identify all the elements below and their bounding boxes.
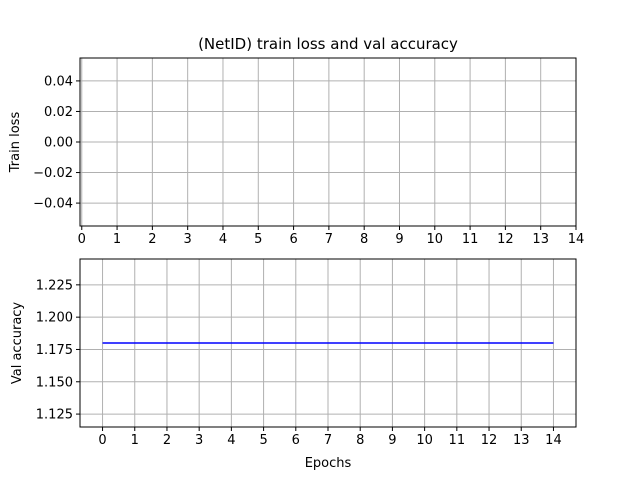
train-loss-x-tick-label: 3 — [184, 232, 192, 247]
train-loss-x-tick-label: 0 — [78, 232, 86, 247]
train-loss-x-tick-label: 1 — [113, 232, 121, 247]
train-loss-x-tick-label: 2 — [148, 232, 156, 247]
train-loss-grid — [80, 58, 577, 226]
train-loss-x-tick-label: 13 — [532, 232, 549, 247]
train-loss-x-tick-label: 8 — [360, 232, 368, 247]
train-loss-y-tick-label: −0.04 — [33, 197, 73, 212]
val-accuracy-y-axis-label: Val accuracy — [10, 302, 25, 385]
val-accuracy-y-tick-label: 1.225 — [36, 278, 73, 293]
val-accuracy-x-tick-label: 1 — [131, 433, 139, 448]
train-loss-x-tick-label: 4 — [219, 232, 227, 247]
train-loss-x-tick-label: 11 — [462, 232, 479, 247]
val-accuracy-y-tick-label: 1.150 — [36, 375, 73, 390]
val-accuracy-panel: 0 1 2 3 4 5 6 7 8 9 10 11 12 13 14 1.1251.1501.1751.20… — [10, 258, 577, 471]
val-accuracy-x-tick-label: 0 — [98, 433, 106, 448]
val-accuracy-x-tick-label: 6 — [292, 433, 300, 448]
train-loss-x-tick-label: 14 — [568, 232, 585, 247]
train-loss-x-tick-label: 10 — [427, 232, 444, 247]
val-accuracy-x-tick-label: 2 — [163, 433, 171, 448]
val-accuracy-x-tick-label: 11 — [449, 433, 466, 448]
train-loss-x-axis: 0 1 2 3 4 5 6 7 8 9 10 11 12 13 14 — [78, 226, 585, 247]
train-loss-x-tick-label: 12 — [497, 232, 514, 247]
train-loss-x-tick-label: 5 — [254, 232, 262, 247]
val-accuracy-x-tick-label: 8 — [356, 433, 364, 448]
val-accuracy-x-axis-label: Epochs — [305, 456, 352, 471]
val-accuracy-y-tick-label: 1.200 — [36, 311, 73, 326]
val-accuracy-x-axis: 0 1 2 3 4 5 6 7 8 9 10 11 12 13 14 — [98, 427, 562, 448]
train-loss-x-tick-label: 9 — [395, 232, 403, 247]
train-loss-y-tick-label: 0.02 — [44, 105, 73, 120]
train-loss-y-axis: −0.04 −0.02 0.00 0.02 0.04 — [33, 74, 80, 212]
train-loss-y-axis-label: Train loss — [8, 112, 23, 174]
val-accuracy-x-tick-label: 4 — [227, 433, 235, 448]
chart-title: (NetID) train loss and val accuracy — [198, 35, 458, 53]
val-accuracy-x-tick-label: 14 — [545, 433, 562, 448]
val-accuracy-x-tick-label: 7 — [324, 433, 332, 448]
val-accuracy-x-tick-label: 9 — [388, 433, 396, 448]
val-accuracy-y-axis: 1.125 1.150 1.175 1.200 1.225 — [36, 278, 80, 423]
val-accuracy-y-tick-label: 1.175 — [36, 343, 73, 358]
val-accuracy-x-tick-label: 10 — [416, 433, 433, 448]
val-accuracy-y-tick-label: 1.125 — [36, 408, 73, 423]
val-accuracy-x-tick-label: 5 — [259, 433, 267, 448]
val-accuracy-x-tick-label: 12 — [481, 433, 498, 448]
train-loss-y-tick-label: 0.04 — [44, 74, 73, 89]
val-accuracy-x-tick-label: 13 — [513, 433, 530, 448]
val-accuracy-x-tick-label: 3 — [195, 433, 203, 448]
train-loss-x-tick-label: 6 — [289, 232, 297, 247]
train-loss-y-tick-label: −0.02 — [33, 166, 73, 181]
train-loss-y-tick-label: 0.00 — [44, 136, 73, 151]
train-loss-x-tick-label: 7 — [325, 232, 333, 247]
